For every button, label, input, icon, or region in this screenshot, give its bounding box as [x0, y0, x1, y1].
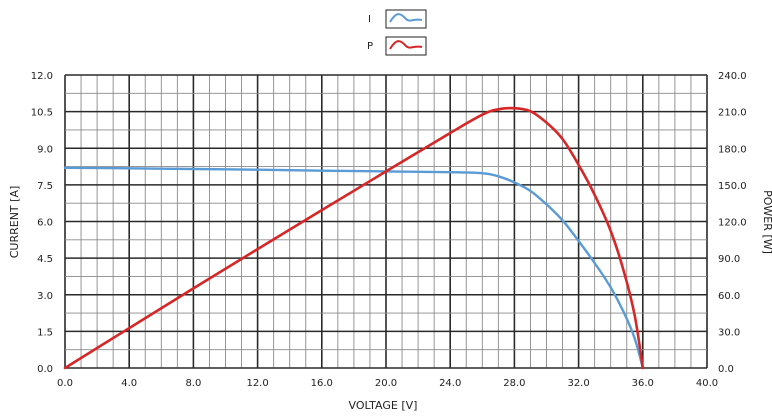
y2-tick-label: 150.0	[718, 181, 747, 192]
y2-tick-label: 90.0	[718, 254, 740, 265]
y-tick-label: 3.0	[37, 291, 53, 302]
y2-tick-label: 180.0	[718, 144, 747, 155]
x-tick-label: 28.0	[503, 378, 525, 389]
x-axis-title: VOLTAGE [V]	[349, 399, 418, 412]
y2-tick-label: 0.0	[718, 364, 734, 375]
x-tick-label: 40.0	[696, 378, 718, 389]
y2-tick-label: 210.0	[718, 108, 747, 119]
y-tick-label: 1.5	[37, 327, 53, 338]
legend-label-i: I	[368, 14, 371, 25]
axes: 0.0 4.0 8.0 12.0 16.0 20.0 24.0 28.0 32.0 36.0 40.…	[31, 71, 747, 389]
y-tick-label: 0.0	[37, 364, 53, 375]
series-line-p	[63, 106, 645, 370]
y2-tick-label: 120.0	[718, 218, 747, 229]
x-tick-label: 20.0	[375, 378, 397, 389]
y-tick-label: 12.0	[31, 71, 53, 82]
y-tick-label: 4.5	[37, 254, 53, 265]
x-tick-label: 16.0	[311, 378, 333, 389]
legend: I P	[367, 9, 427, 56]
legend-swatch-p	[389, 40, 423, 50]
y-tick-label: 9.0	[37, 144, 53, 155]
x-tick-label: 24.0	[439, 378, 461, 389]
y2-axis-title: POWER [W]	[761, 190, 772, 254]
x-tick-label: 4.0	[121, 378, 137, 389]
x-tick-label: 8.0	[185, 378, 201, 389]
x-tick-label: 36.0	[632, 378, 654, 389]
series-layer	[63, 106, 645, 370]
y-tick-label: 7.5	[37, 181, 53, 192]
series-line-i	[63, 166, 644, 370]
y2-tick-label: 60.0	[718, 291, 740, 302]
y-tick-label: 6.0	[37, 218, 53, 229]
y-tick-label: 10.5	[31, 108, 53, 119]
y2-tick-label: 240.0	[718, 71, 747, 82]
y-axis-title: CURRENT [A]	[8, 186, 21, 259]
x-tick-label: 32.0	[567, 378, 589, 389]
grid	[64, 74, 708, 369]
legend-swatch-i	[389, 13, 423, 23]
legend-label-p: P	[367, 41, 373, 52]
y2-tick-label: 30.0	[718, 327, 740, 338]
x-tick-label: 12.0	[246, 378, 268, 389]
x-tick-label: 0.0	[57, 378, 73, 389]
